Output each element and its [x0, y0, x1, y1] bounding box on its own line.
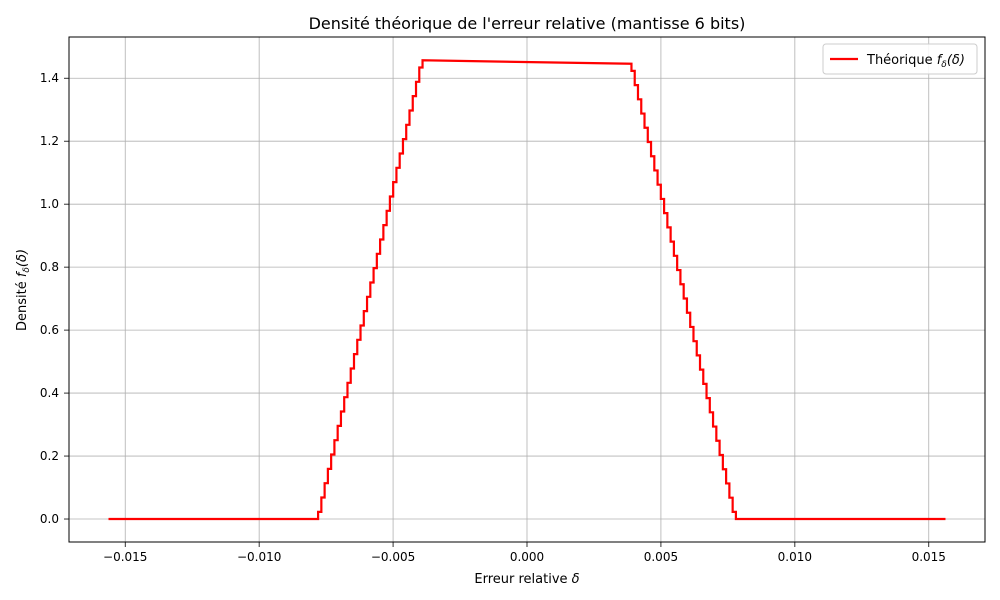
grid [69, 37, 985, 542]
legend-label-text: Théorique [866, 53, 937, 68]
x-axis-label: Erreur relative δ [474, 572, 579, 587]
x-tick-label: 0.010 [778, 550, 812, 564]
legend-box [822, 43, 978, 75]
y-axis-label-arg: (δ) [15, 249, 30, 267]
y-axis-label: Densité fδ(δ) [15, 249, 32, 331]
x-tick-label: −0.015 [103, 550, 147, 564]
x-tick-label: −0.010 [237, 550, 281, 564]
x-tick-label: 0.005 [644, 550, 678, 564]
x-tick-label: 0.000 [510, 550, 544, 564]
y-tick-label: 1.0 [40, 197, 59, 211]
series-line-theorique [108, 59, 946, 521]
legend-label-arg: (δ) [947, 53, 965, 68]
y-tick-label: 1.4 [40, 71, 59, 85]
y-tick-label: 0.4 [40, 386, 59, 400]
y-axis-label-sub: δ [22, 267, 32, 273]
y-tick-label: 0.8 [40, 260, 59, 274]
chart-title: Densité théorique de l'erreur relative (… [309, 14, 746, 33]
x-axis-label-text: Erreur relative [474, 572, 571, 587]
y-axis-ticks: 0.0 0.2 0.4 0.6 0.8 1.0 1.2 1.4 [40, 71, 69, 526]
x-axis-ticks: −0.015 −0.010 −0.005 0.000 0.005 0.010 0.015 [103, 542, 946, 564]
y-tick-label: 0.6 [40, 323, 59, 337]
y-axis-label-text: Densité [15, 277, 30, 331]
x-axis-label-symbol: δ [572, 572, 580, 587]
legend-label-f: f [937, 53, 944, 68]
x-tick-label: −0.005 [371, 550, 415, 564]
y-axis-label-f: f [15, 270, 30, 277]
series-layer [108, 59, 946, 521]
legend-label-sub: δ [941, 60, 947, 70]
x-tick-label: 0.015 [912, 550, 946, 564]
y-tick-label: 0.0 [40, 512, 59, 526]
y-tick-label: 1.2 [40, 134, 59, 148]
y-tick-label: 0.2 [40, 449, 59, 463]
legend-label: Théorique fδ(δ) [866, 53, 965, 70]
legend: Théorique fδ(δ) [822, 43, 978, 75]
